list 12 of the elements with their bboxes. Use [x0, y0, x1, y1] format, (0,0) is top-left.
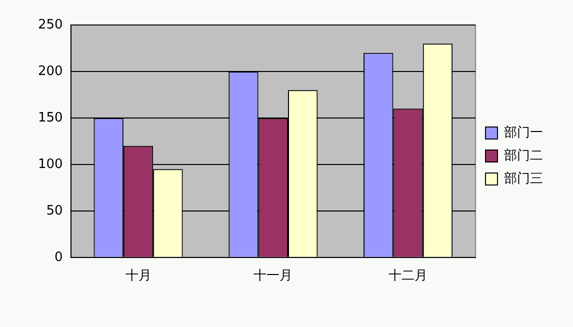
y-tick-label: 250 — [38, 17, 63, 32]
legend-label: 部门一 — [504, 124, 543, 140]
y-tick-label: 0 — [54, 250, 63, 265]
legend-label: 部门三 — [504, 170, 543, 186]
legend-label: 部门二 — [504, 147, 543, 164]
y-tick-label: 50 — [46, 203, 63, 218]
x-tick-label: 十一月 — [254, 268, 293, 284]
y-tick-label: 150 — [38, 110, 63, 126]
x-tick-label: 十二月 — [388, 268, 428, 284]
x-tick-label: 十月 — [125, 268, 152, 284]
y-tick-label: 100 — [38, 156, 63, 172]
y-tick-label: 200 — [38, 64, 63, 79]
